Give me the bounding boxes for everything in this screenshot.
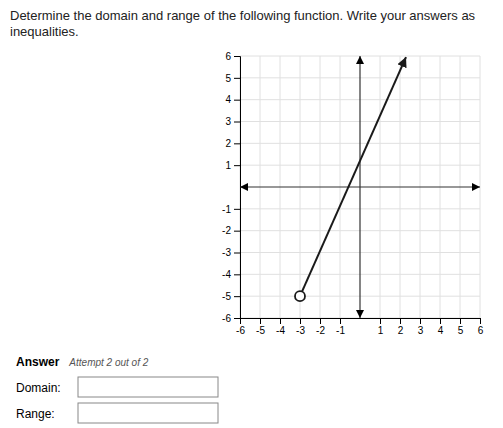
attempt-text: Attempt 2 out of 2 — [68, 357, 148, 368]
x-tick: 5 — [458, 318, 464, 336]
y-tick-label: -6 — [222, 313, 231, 324]
grid — [240, 56, 480, 318]
field-label: Domain: — [16, 381, 61, 395]
y-tick-label: 2 — [225, 138, 231, 149]
y-tick-mark — [234, 143, 240, 144]
x-tick-label: 4 — [438, 325, 444, 336]
x-tick: 6 — [478, 318, 484, 336]
y-tick-mark — [234, 165, 240, 166]
y-origin-axis — [359, 56, 360, 318]
y-tick: -3 — [222, 247, 240, 258]
x-tick: -6 — [236, 318, 245, 336]
x-tick: 4 — [438, 318, 444, 336]
x-tick-mark — [480, 318, 481, 324]
x-tick-mark — [340, 318, 341, 324]
x-tick-label: -5 — [256, 325, 265, 336]
y-tick-label: 3 — [225, 116, 231, 127]
y-tick-mark — [234, 231, 240, 232]
x-axis-domain — [241, 319, 481, 325]
y-tick: 3 — [225, 116, 240, 127]
x-tick: 3 — [418, 318, 424, 336]
answer-section: Answer Attempt 2 out of 2 Domain: Range: — [16, 355, 218, 423]
y-tick-label: 6 — [225, 51, 231, 62]
x-tick: 2 — [398, 318, 404, 336]
x-tick-label: -6 — [236, 325, 245, 336]
answer-box — [78, 377, 218, 397]
open-endpoint — [295, 291, 305, 301]
x-tick-label: 1 — [378, 325, 384, 336]
y-tick-label: -3 — [222, 247, 231, 258]
y-tick-label: -4 — [222, 269, 231, 280]
title: Determine the domain and range of the fo… — [10, 8, 476, 39]
x-tick-mark — [440, 318, 441, 324]
y-tick: -1 — [222, 204, 240, 215]
y-tick-mark — [234, 100, 240, 101]
y-tick-label: 5 — [225, 73, 231, 84]
y-tick: -6 — [222, 313, 240, 324]
y-tick-mark — [234, 78, 240, 79]
y-tick-label: -5 — [222, 291, 231, 302]
answer-box — [78, 403, 218, 423]
x-tick-label: -3 — [296, 325, 305, 336]
chart: Determine the domain and range of the fo… — [0, 0, 503, 428]
y-tick: -2 — [222, 225, 240, 236]
x-tick: -1 — [336, 318, 345, 336]
y-tick: 1 — [225, 160, 240, 171]
function-line — [300, 57, 406, 296]
y-tick-mark — [234, 122, 240, 123]
x-tick: -2 — [316, 318, 325, 336]
y-tick: -5 — [222, 291, 240, 302]
x-tick-mark — [280, 318, 281, 324]
origin-axes — [240, 56, 480, 318]
x-tick-label: 2 — [398, 325, 404, 336]
x-tick: 1 — [378, 318, 384, 336]
y-tick-mark — [234, 274, 240, 275]
y-tick-label: -1 — [222, 204, 231, 215]
x-tick-mark — [300, 318, 301, 324]
y-tick-label: -2 — [222, 225, 231, 236]
x-tick-mark — [420, 318, 421, 324]
x-tick-label: -2 — [316, 325, 325, 336]
y-tick-label: 1 — [225, 160, 231, 171]
x-tick-label: -4 — [276, 325, 285, 336]
x-tick-label: 5 — [458, 325, 464, 336]
y-axis: -6 -5 -4 -3 -2 -1 1 2 3 4 5 6 — [222, 51, 240, 324]
y-tick: 4 — [225, 94, 240, 105]
x-tick-mark — [400, 318, 401, 324]
x-tick: -5 — [256, 318, 265, 336]
y-axis-domain — [234, 57, 241, 319]
answer-label: Answer — [16, 355, 60, 369]
x-tick-mark — [380, 318, 381, 324]
x-axis: -6 -5 -4 -3 -2 -1 1 2 3 4 5 6 — [236, 318, 484, 336]
y-tick-mark — [234, 253, 240, 254]
y-tick-mark — [234, 56, 240, 57]
x-tick-label: -1 — [336, 325, 345, 336]
x-tick-label: 6 — [478, 325, 484, 336]
x-tick-mark — [460, 318, 461, 324]
y-tick-mark — [234, 296, 240, 297]
x-tick: -3 — [296, 318, 305, 336]
y-tick-label: 4 — [225, 94, 231, 105]
y-tick-mark — [234, 318, 240, 319]
y-tick-mark — [234, 209, 240, 210]
marks — [295, 57, 406, 301]
x-tick: -4 — [276, 318, 285, 336]
x-tick-mark — [260, 318, 261, 324]
y-tick: 5 — [225, 73, 240, 84]
y-tick: -4 — [222, 269, 240, 280]
y-tick: 2 — [225, 138, 240, 149]
x-tick-mark — [320, 318, 321, 324]
x-tick-label: 3 — [418, 325, 424, 336]
y-tick: 6 — [225, 51, 240, 62]
field-label: Range: — [16, 407, 55, 421]
